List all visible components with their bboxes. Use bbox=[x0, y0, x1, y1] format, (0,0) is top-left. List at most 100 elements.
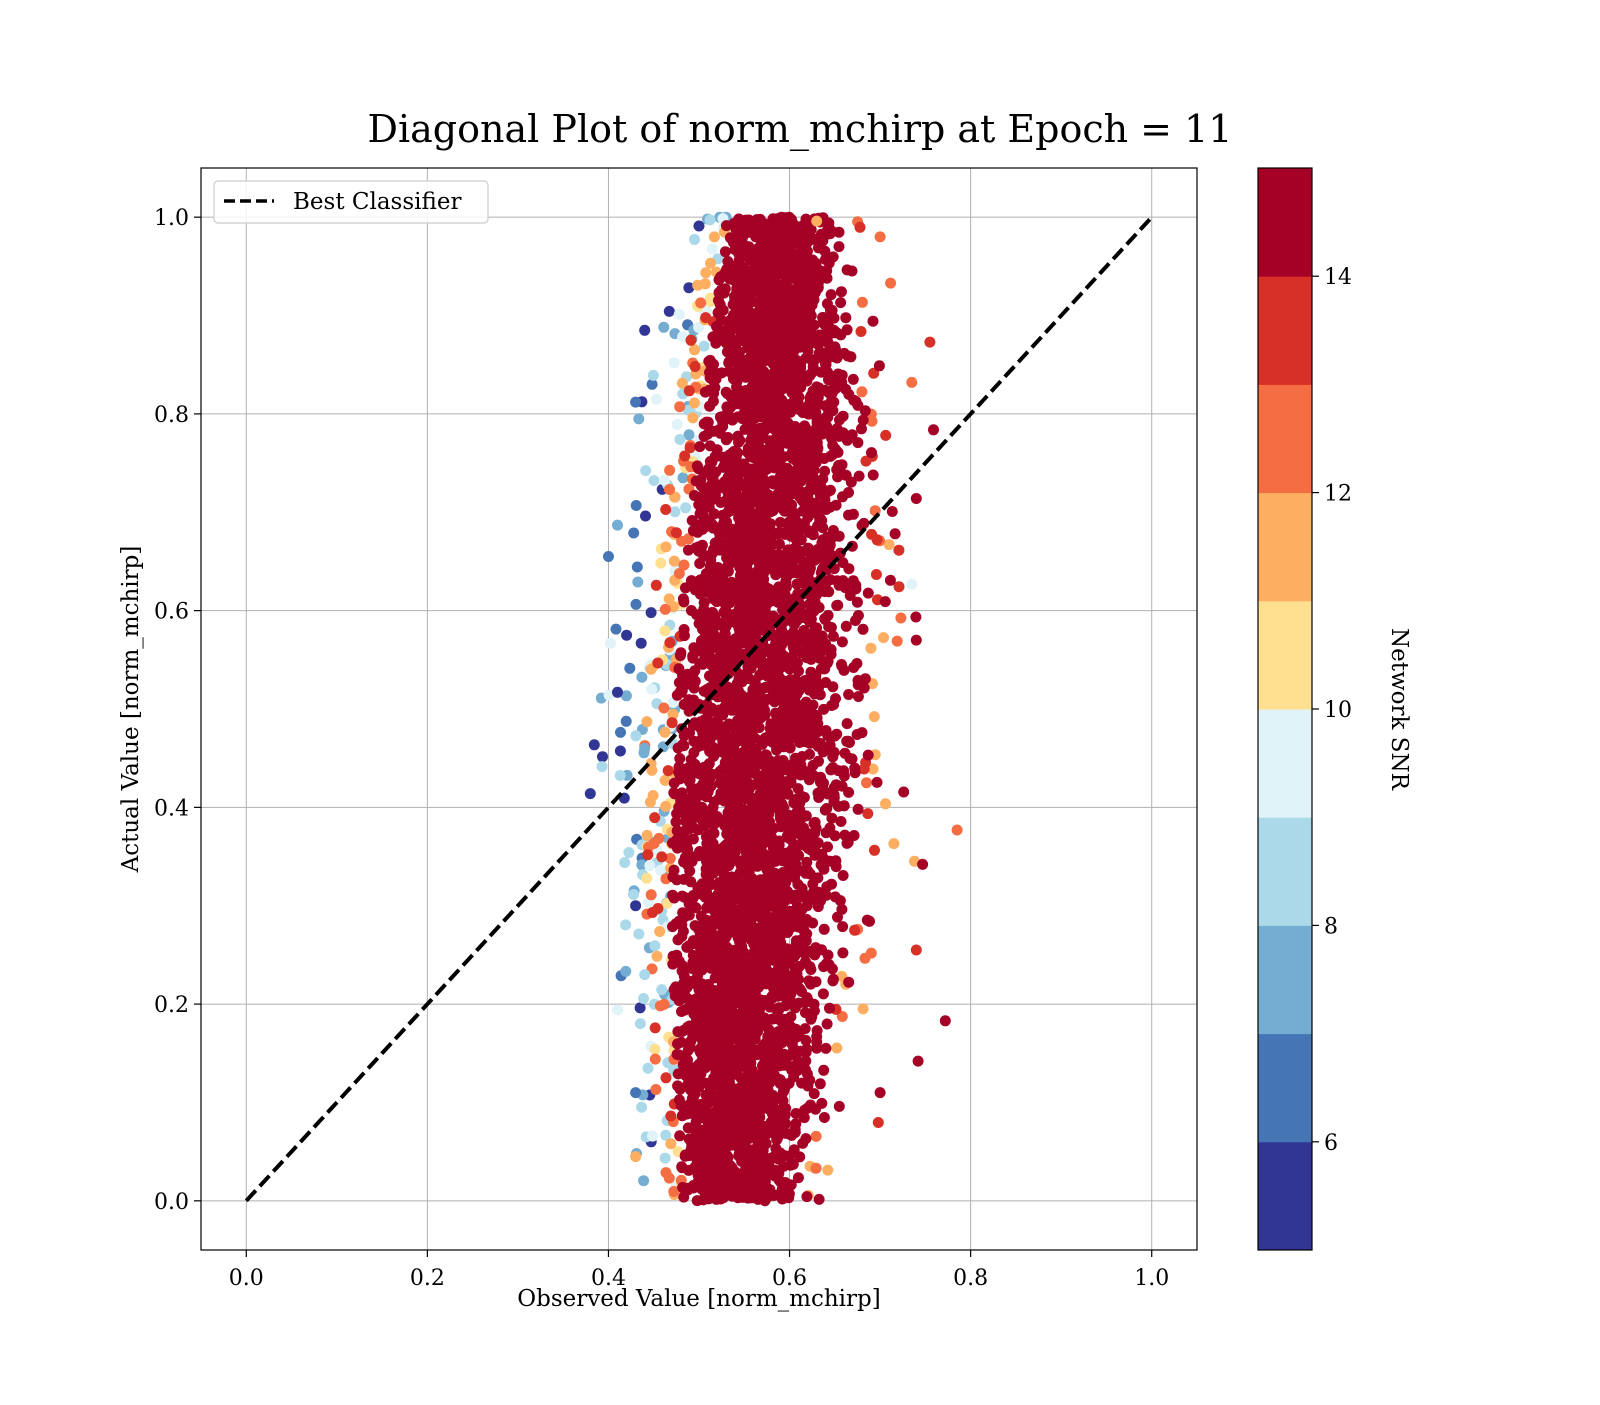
scatter-point bbox=[786, 1037, 797, 1048]
scatter-point bbox=[928, 424, 939, 435]
scatter-point bbox=[814, 1194, 825, 1205]
scatter-point bbox=[805, 721, 816, 732]
scatter-point bbox=[848, 395, 859, 406]
scatter-point bbox=[656, 984, 667, 995]
scatter-point bbox=[781, 727, 792, 738]
scatter-point bbox=[684, 866, 695, 877]
scatter-point bbox=[791, 859, 802, 870]
scatter-point bbox=[798, 924, 809, 935]
scatter-point bbox=[793, 1172, 804, 1183]
scatter-point bbox=[642, 849, 653, 860]
scatter-point bbox=[798, 496, 809, 507]
scatter-point bbox=[690, 796, 701, 807]
scatter-point bbox=[685, 1042, 696, 1053]
scatter-point bbox=[698, 511, 709, 522]
scatter-point bbox=[824, 823, 835, 834]
scatter-point bbox=[762, 1191, 773, 1202]
scatter-point bbox=[660, 504, 671, 515]
scatter-point bbox=[767, 939, 778, 950]
scatter-point bbox=[798, 578, 809, 589]
scatter-point bbox=[865, 643, 876, 654]
scatter-point bbox=[769, 1055, 780, 1066]
scatter-point bbox=[715, 412, 726, 423]
scatter-point bbox=[885, 575, 896, 586]
scatter-point bbox=[714, 594, 725, 605]
scatter-point bbox=[705, 440, 716, 451]
scatter-point bbox=[801, 1047, 812, 1058]
scatter-point bbox=[821, 421, 832, 432]
scatter-point bbox=[697, 575, 708, 586]
scatter-point bbox=[663, 765, 674, 776]
scatter-point bbox=[777, 397, 788, 408]
scatter-point bbox=[826, 289, 837, 300]
scatter-point bbox=[782, 270, 793, 281]
scatter-point bbox=[724, 503, 735, 514]
scatter-point bbox=[878, 632, 889, 643]
scatter-point bbox=[611, 624, 622, 635]
scatter-point bbox=[661, 541, 672, 552]
scatter-point bbox=[732, 431, 743, 442]
scatter-point bbox=[835, 297, 846, 308]
scatter-point bbox=[690, 1063, 701, 1074]
scatter-point bbox=[718, 1036, 729, 1047]
scatter-point bbox=[712, 889, 723, 900]
scatter-point bbox=[679, 624, 690, 635]
scatter-point bbox=[804, 1075, 815, 1086]
scatter-point bbox=[659, 999, 670, 1010]
scatter-point bbox=[691, 476, 702, 487]
scatter-point bbox=[690, 1108, 701, 1119]
scatter-point bbox=[605, 638, 616, 649]
scatter-point bbox=[699, 341, 710, 352]
scatter-point bbox=[676, 1100, 687, 1111]
scatter-point bbox=[818, 1065, 829, 1076]
scatter-point bbox=[684, 910, 695, 921]
scatter-point bbox=[686, 784, 697, 795]
scatter-point bbox=[633, 413, 644, 424]
scatter-point bbox=[731, 618, 742, 629]
scatter-point bbox=[721, 1130, 732, 1141]
scatter-point bbox=[650, 1054, 661, 1065]
scatter-point bbox=[688, 1079, 699, 1090]
scatter-point bbox=[620, 919, 631, 930]
scatter-point bbox=[722, 839, 733, 850]
scatter-point bbox=[797, 892, 808, 903]
scatter-point bbox=[743, 1017, 754, 1028]
scatter-point bbox=[690, 584, 701, 595]
scatter-point bbox=[692, 741, 703, 752]
scatter-point bbox=[658, 703, 669, 714]
scatter-point bbox=[855, 222, 866, 233]
scatter-point bbox=[783, 418, 794, 429]
scatter-point bbox=[664, 465, 675, 476]
scatter-point bbox=[880, 596, 891, 607]
scatter-point bbox=[700, 267, 711, 278]
scatter-point bbox=[730, 920, 741, 931]
scatter-point bbox=[812, 520, 823, 531]
scatter-point bbox=[831, 1043, 842, 1054]
scatter-point bbox=[652, 903, 663, 914]
scatter-point bbox=[655, 558, 666, 569]
scatter-point bbox=[597, 751, 608, 762]
scatter-point bbox=[825, 540, 836, 551]
scatter-point bbox=[825, 305, 836, 316]
scatter-point bbox=[810, 1104, 821, 1115]
scatter-point bbox=[649, 475, 660, 486]
scatter-point bbox=[682, 669, 693, 680]
scatter-point bbox=[660, 1153, 671, 1164]
scatter-point bbox=[863, 588, 874, 599]
scatter-point bbox=[641, 873, 652, 884]
scatter-point bbox=[746, 802, 757, 813]
scatter-point bbox=[856, 326, 867, 337]
scatter-point bbox=[652, 951, 663, 962]
scatter-point bbox=[671, 527, 682, 538]
scatter-point bbox=[829, 381, 840, 392]
scatter-point bbox=[884, 539, 895, 550]
scatter-point bbox=[853, 610, 864, 621]
scatter-point bbox=[658, 322, 669, 333]
scatter-point bbox=[734, 370, 745, 381]
scatter-point bbox=[619, 857, 630, 868]
scatter-point bbox=[782, 571, 793, 582]
scatter-point bbox=[838, 411, 849, 422]
scatter-point bbox=[758, 817, 769, 828]
scatter-point bbox=[700, 1125, 711, 1136]
